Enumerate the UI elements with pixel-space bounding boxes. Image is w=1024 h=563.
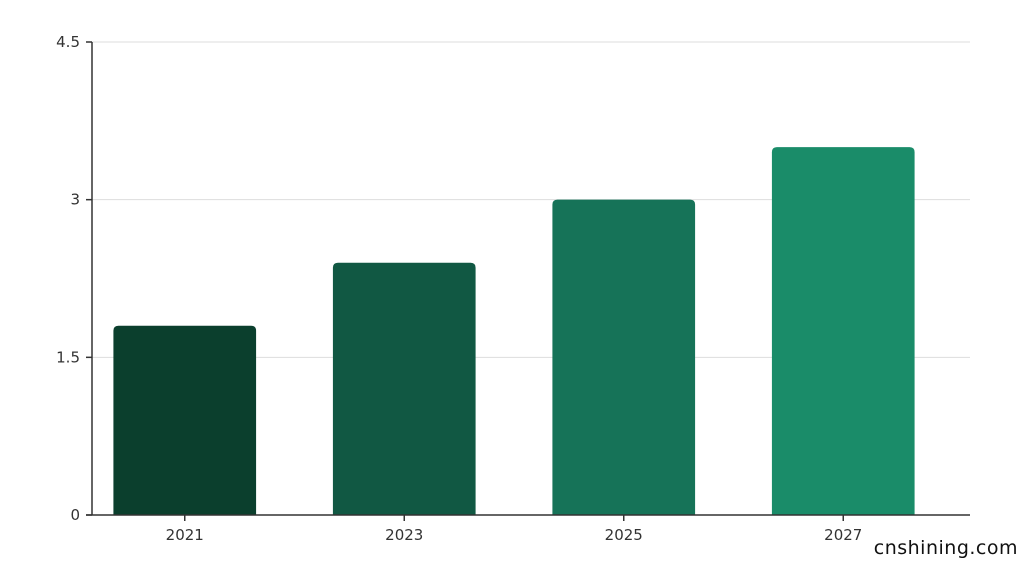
- y-tick-label: 1.5: [56, 348, 80, 366]
- watermark-text: cnshining.com: [873, 537, 1018, 559]
- y-tick-label: 3: [70, 191, 80, 209]
- y-axis-ticks: 0 1.5 3 4.5: [56, 33, 92, 524]
- bars: [113, 147, 915, 515]
- axes: [86, 42, 970, 516]
- x-tick-label: 2021: [166, 526, 204, 544]
- bar-2021: [113, 325, 257, 515]
- bar-2025: [552, 199, 696, 515]
- x-tick-label: 2027: [824, 526, 862, 544]
- y-tick-label: 4.5: [56, 33, 80, 51]
- bar-2027: [771, 147, 915, 515]
- bar-2023: [332, 262, 476, 515]
- x-tick-label: 2025: [605, 526, 643, 544]
- x-tick-label: 2023: [385, 526, 423, 544]
- x-axis-ticks: 2021 2023 2025 2027: [166, 515, 862, 544]
- y-tick-label: 0: [70, 506, 80, 524]
